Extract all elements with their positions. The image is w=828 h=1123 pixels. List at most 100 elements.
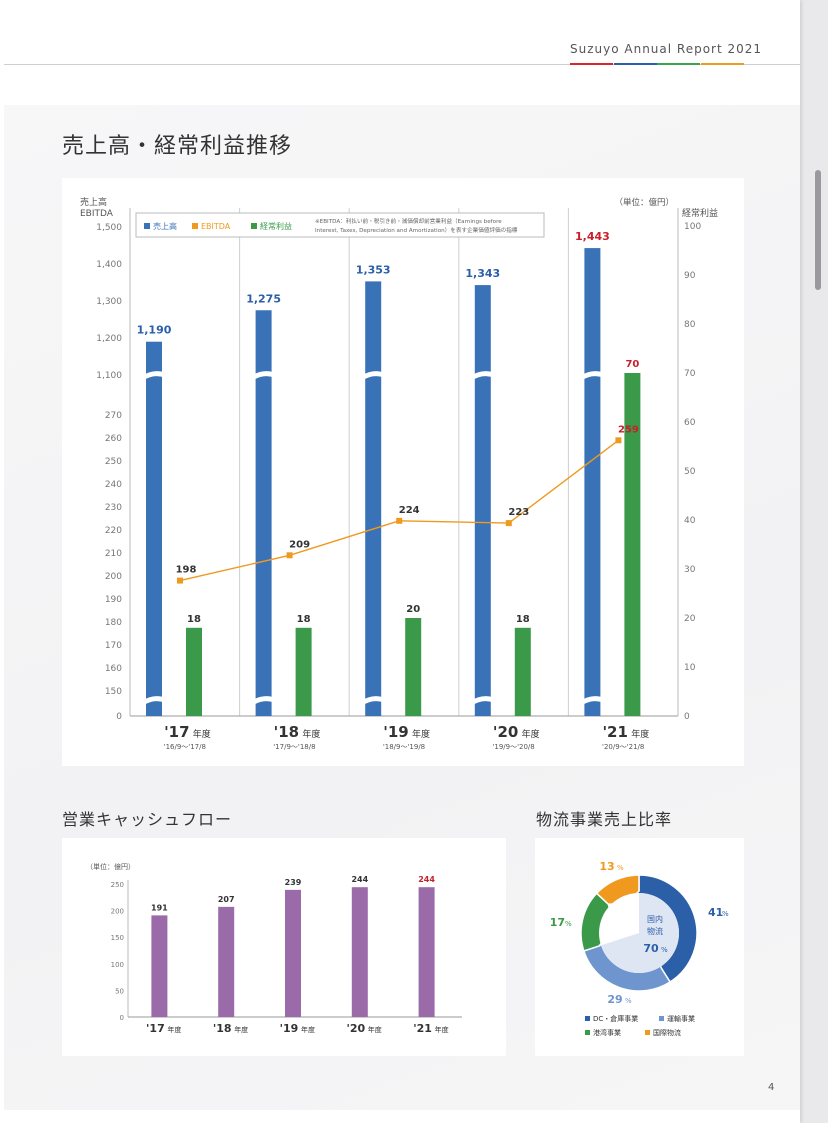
ratio-section-title: 物流事業売上比率 [536, 810, 673, 829]
legend-swatch [192, 223, 198, 229]
sales-value-label: 1,443 [575, 230, 610, 243]
left-tick-label: 200 [105, 572, 122, 582]
axis-break-mark [469, 696, 496, 705]
slice-value-label: 17 [550, 916, 565, 929]
sales-bar [146, 341, 162, 716]
left-tick-label: 170 [105, 641, 122, 651]
category-suffix-label: 年度 [412, 728, 430, 740]
legend-swatch [645, 1030, 650, 1035]
legend-swatch [585, 1016, 590, 1021]
report-title: Suzuyo Annual Report 2021 [570, 42, 763, 56]
axis-break-mark [360, 371, 386, 380]
axis-break-mark [251, 699, 276, 706]
axis-break-mark [140, 696, 167, 705]
right-tick-label: 90 [684, 271, 696, 281]
sales-value-label: 1,353 [356, 263, 391, 276]
cashflow-bar [285, 889, 301, 1017]
legend-label: 国際物流 [653, 1028, 681, 1037]
sales-profit-chart: 売上高EBITDA1,1001,2001,3001,4001,500150160… [80, 196, 718, 751]
axis-break-mark [360, 696, 386, 705]
legend-swatch [251, 223, 257, 229]
legend-label: 売上高 [153, 221, 177, 231]
sales-value-label: 1,190 [137, 324, 172, 337]
category-year-label: '17 [146, 1022, 165, 1035]
y-tick-label: 100 [111, 961, 124, 969]
cashflow-bar [351, 887, 368, 1017]
axis-break-mark [470, 374, 496, 381]
page-number: 4 [768, 1082, 775, 1093]
category-period-label: '20/9～'21/8 [602, 743, 644, 751]
profit-bar [295, 627, 312, 716]
category-year-label: '20 [493, 723, 518, 741]
axis-break-mark [360, 699, 386, 706]
axis-break-mark [579, 699, 605, 706]
profit-bar [405, 618, 422, 716]
report-page: Suzuyo Annual Report 2021 売上高・経常利益推移 売上高… [0, 0, 800, 1123]
slice-value-label: 13 [599, 860, 614, 873]
profit-value-label: 20 [406, 604, 420, 615]
chart-legend: 売上高 EBITDA 経常利益 ※EBITDA：利払い前・税引き前・減価償却前営業利益… [135, 212, 545, 238]
axis-break-mark [579, 696, 606, 705]
left-tick-label: 250 [105, 457, 122, 467]
ebitda-point [505, 520, 512, 527]
scrollbar-thumb[interactable] [815, 170, 821, 290]
ebitda-value-label: 198 [176, 565, 197, 576]
left-tick-label: 240 [105, 480, 122, 490]
left-tick-label: 1,200 [96, 334, 122, 344]
axis-break-mark [579, 371, 606, 380]
category-period-label: '17/9～'18/8 [273, 743, 315, 751]
profit-value-label: 18 [187, 614, 201, 625]
profit-bar [186, 627, 202, 716]
ebitda-value-label: 223 [508, 507, 529, 518]
cashflow-bar [418, 887, 435, 1017]
cashflow-value-label: 207 [218, 895, 235, 904]
axis-break-mark [140, 371, 167, 380]
sales-value-label: 1,275 [246, 292, 281, 305]
category-period-label: '18/9～'19/8 [383, 743, 425, 751]
right-tick-label: 60 [684, 418, 696, 428]
category-year-label: '18 [213, 1022, 232, 1035]
axis-break-mark [141, 699, 167, 706]
right-tick-label: 80 [684, 320, 696, 330]
ebitda-point [177, 577, 183, 584]
header-color-bar [613, 63, 657, 65]
legend-label: 運輸事業 [667, 1014, 695, 1023]
header-color-bar [700, 63, 744, 65]
left-tick-label: 150 [105, 687, 122, 697]
left-tick-label: 210 [105, 549, 122, 559]
slice-value-label: 29 [607, 993, 622, 1006]
cashflow-value-label: 239 [285, 878, 302, 887]
cashflow-value-label: 191 [151, 903, 168, 912]
category-suffix-label: 年度 [234, 1025, 248, 1034]
slice-value-label: 41 [708, 906, 723, 919]
y-tick-label: 0 [120, 1014, 124, 1022]
profit-bar [624, 373, 641, 716]
right-axis-label: 経常利益 [682, 207, 718, 219]
legend-label: 港湾事業 [593, 1028, 621, 1037]
category-year-label: '20 [346, 1022, 365, 1035]
center-unit-label: % [661, 946, 668, 954]
legend-label: DC・倉庫事業 [593, 1014, 638, 1023]
legend-swatch [144, 223, 150, 229]
ebitda-point [396, 517, 403, 524]
category-suffix-label: 年度 [435, 1025, 449, 1034]
ebitda-value-label: 259 [618, 424, 639, 435]
left-tick-label: 230 [105, 503, 122, 513]
ebitda-value-label: 209 [289, 539, 310, 550]
left-axis-label: EBITDA [80, 209, 114, 219]
slice-percent-sign: % [565, 920, 572, 928]
axis-break-mark [470, 699, 496, 706]
y-tick-label: 50 [115, 987, 124, 995]
ebitda-point [286, 552, 293, 559]
sales-bar [584, 248, 601, 716]
category-period-label: '16/9～'17/8 [164, 743, 206, 751]
axis-break-mark [360, 374, 386, 381]
y-tick-label: 250 [111, 881, 124, 889]
right-tick-label: 30 [684, 565, 696, 575]
legend-label: 経常利益 [260, 221, 292, 231]
sales-bar [365, 281, 382, 716]
right-tick-label: 0 [684, 712, 690, 722]
cashflow-chart-panel: （単位：億円） 0 50 100 150 200 250 191'17 年度 207'18 年度 23… [62, 838, 506, 1056]
ebitda-point [615, 437, 622, 444]
